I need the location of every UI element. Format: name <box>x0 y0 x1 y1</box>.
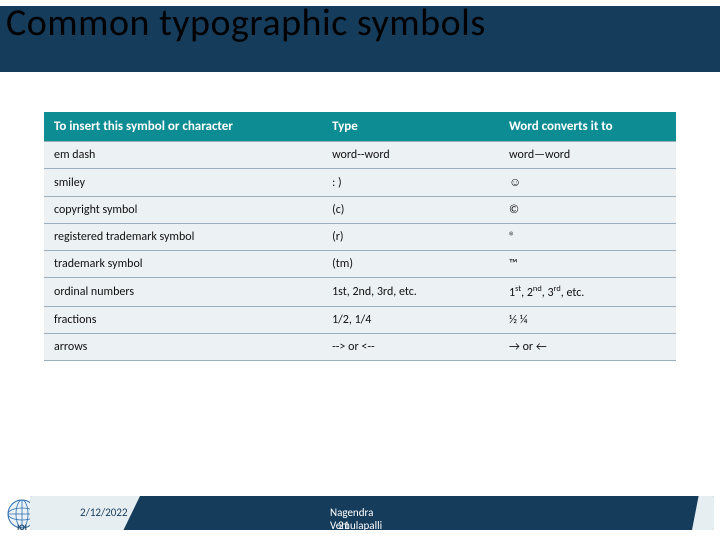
table-header-row: To insert this symbol or character Type … <box>44 112 676 142</box>
cell-symbol: em dash <box>44 142 322 169</box>
col-header-3: Word converts it to <box>499 112 676 142</box>
cell-type: word--word <box>322 142 499 169</box>
table-row: fractions1/2, 1/4½ ¼ <box>44 307 676 334</box>
col-header-2: Type <box>322 112 499 142</box>
cell-type: (r) <box>322 224 499 251</box>
cell-result: → or ← <box>499 334 676 361</box>
table-body: em dashword--wordword—wordsmiley: )☺copy… <box>44 142 676 361</box>
cell-result: word—word <box>499 142 676 169</box>
cell-symbol: ordinal numbers <box>44 278 322 307</box>
col-header-1: To insert this symbol or character <box>44 112 322 142</box>
slide-title: Common typographic symbols <box>6 0 486 46</box>
footer-author: Nagendra Vemulapalli21 <box>330 506 395 532</box>
svg-text:IOI: IOI <box>17 523 27 533</box>
cell-type: (c) <box>322 197 499 224</box>
table-row: trademark symbol(tm)™ <box>44 251 676 278</box>
cell-type: --> or <-- <box>322 334 499 361</box>
cell-result: 1st, 2nd, 3rd, etc. <box>499 278 676 307</box>
cell-symbol: smiley <box>44 169 322 197</box>
cell-result: © <box>499 197 676 224</box>
cell-type: 1st, 2nd, 3rd, etc. <box>322 278 499 307</box>
cell-type: 1/2, 1/4 <box>322 307 499 334</box>
symbols-table: To insert this symbol or character Type … <box>44 112 676 361</box>
cell-result: ½ ¼ <box>499 307 676 334</box>
cell-result: ™ <box>499 251 676 278</box>
cell-type: : ) <box>322 169 499 197</box>
footer-bar: 2/12/2022 Nagendra Vemulapalli21 <box>30 496 714 530</box>
table-row: arrows--> or <--→ or ← <box>44 334 676 361</box>
cell-result: ® <box>499 224 676 251</box>
table-row: em dashword--wordword—word <box>44 142 676 169</box>
cell-result: ☺ <box>499 169 676 197</box>
cell-symbol: registered trademark symbol <box>44 224 322 251</box>
footer-date: 2/12/2022 <box>80 506 128 519</box>
cell-type: (tm) <box>322 251 499 278</box>
table-row: ordinal numbers1st, 2nd, 3rd, etc.1st, 2… <box>44 278 676 307</box>
table: To insert this symbol or character Type … <box>44 112 676 361</box>
table-row: registered trademark symbol(r)® <box>44 224 676 251</box>
cell-symbol: arrows <box>44 334 322 361</box>
cell-symbol: fractions <box>44 307 322 334</box>
table-row: smiley: )☺ <box>44 169 676 197</box>
table-row: copyright symbol(c)© <box>44 197 676 224</box>
cell-symbol: trademark symbol <box>44 251 322 278</box>
slide: Common typographic symbols To insert thi… <box>0 0 720 540</box>
cell-symbol: copyright symbol <box>44 197 322 224</box>
